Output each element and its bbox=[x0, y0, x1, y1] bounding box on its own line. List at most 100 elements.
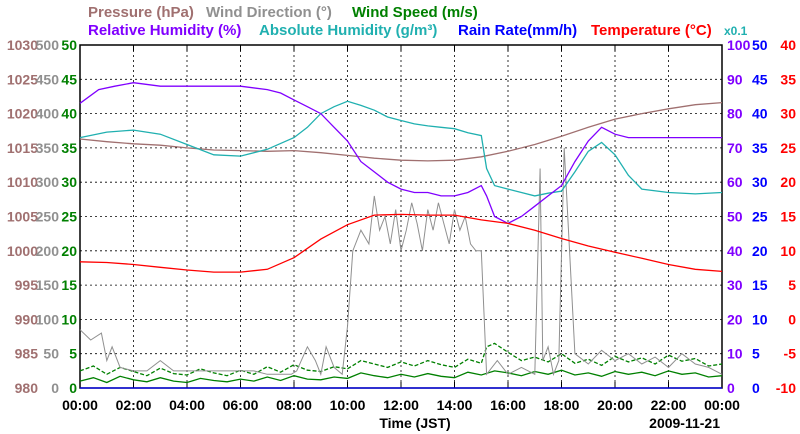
relative-humidity-tick-label: 40 bbox=[727, 243, 743, 259]
temperature-tick-label: 10 bbox=[780, 243, 796, 259]
wind-speed-tick-label: 15 bbox=[61, 277, 77, 293]
pressure-tick-label: 1030 bbox=[7, 37, 38, 53]
relative-humidity-tick-label: 10 bbox=[727, 346, 743, 362]
x-tick-label: 22:00 bbox=[651, 397, 687, 413]
temperature-tick-label: 15 bbox=[780, 209, 796, 225]
temperature-tick-label: 40 bbox=[780, 37, 796, 53]
x-tick-label: 20:00 bbox=[597, 397, 633, 413]
wind-speed-tick-label: 40 bbox=[61, 106, 77, 122]
wind-speed-tick-label: 50 bbox=[61, 37, 77, 53]
pressure-tick-label: 1010 bbox=[7, 174, 38, 190]
wind-speed-tick-label: 35 bbox=[61, 140, 77, 156]
rain-rate-tick-label: 35 bbox=[752, 140, 768, 156]
rain-rate-tick-label: 20 bbox=[752, 243, 768, 259]
pressure-tick-label: 995 bbox=[15, 277, 39, 293]
temperature-tick-label: 0 bbox=[788, 311, 796, 327]
x-tick-label: 00:00 bbox=[62, 397, 98, 413]
relative-humidity-tick-label: 80 bbox=[727, 106, 743, 122]
temperature-tick-label: 30 bbox=[780, 106, 796, 122]
x-tick-label: 06:00 bbox=[223, 397, 259, 413]
legend-entry: Wind Speed (m/s) bbox=[352, 4, 478, 21]
x-tick-label: 12:00 bbox=[383, 397, 419, 413]
relative-humidity-tick-label: 30 bbox=[727, 277, 743, 293]
wind-direction-tick-label: 500 bbox=[36, 37, 60, 53]
x-tick-label: 08:00 bbox=[276, 397, 312, 413]
pressure-tick-label: 1015 bbox=[7, 140, 38, 156]
pressure-tick-label: 1000 bbox=[7, 243, 38, 259]
date-label: 2009-11-21 bbox=[649, 415, 720, 431]
rain-rate-tick-label: 15 bbox=[752, 277, 768, 293]
wind-direction-tick-label: 400 bbox=[36, 106, 60, 122]
wind-direction-tick-label: 350 bbox=[36, 140, 60, 156]
pressure-tick-label: 980 bbox=[15, 380, 39, 396]
wind-direction-tick-label: 50 bbox=[43, 346, 59, 362]
wind-direction-tick-label: 250 bbox=[36, 209, 60, 225]
wind-speed-tick-label: 20 bbox=[61, 243, 77, 259]
relative-humidity-tick-label: 90 bbox=[727, 71, 743, 87]
legend-entry: Pressure (hPa) bbox=[88, 4, 194, 21]
wind-speed-tick-label: 45 bbox=[61, 71, 77, 87]
series-wind-speed-max bbox=[79, 342, 723, 377]
legend-entry: Relative Humidity (%) bbox=[88, 22, 241, 39]
wind-direction-tick-label: 150 bbox=[36, 277, 60, 293]
legend: Pressure (hPa) Wind Direction (°) Wind Spe… bbox=[88, 4, 748, 39]
series-relative-humidity bbox=[79, 82, 722, 225]
temperature-tick-label: 35 bbox=[780, 71, 796, 87]
wind-direction-tick-label: 450 bbox=[36, 71, 60, 87]
wind-direction-tick-label: 300 bbox=[36, 174, 60, 190]
rain-rate-tick-label: 30 bbox=[752, 174, 768, 190]
wind-speed-tick-label: 30 bbox=[61, 174, 77, 190]
pressure-tick-label: 1005 bbox=[7, 209, 38, 225]
rain-rate-tick-label: 50 bbox=[752, 37, 768, 53]
rain-rate-tick-label: 0 bbox=[752, 380, 760, 396]
x-tick-label: 02:00 bbox=[116, 397, 152, 413]
series-pressure bbox=[79, 101, 723, 162]
pressure-tick-label: 1020 bbox=[7, 106, 38, 122]
relative-humidity-tick-label: 50 bbox=[727, 209, 743, 225]
wind-speed-tick-label: 25 bbox=[61, 209, 77, 225]
wind-speed-tick-label: 10 bbox=[61, 311, 77, 327]
grid bbox=[80, 45, 722, 388]
relative-humidity-tick-label: 100 bbox=[727, 37, 751, 53]
rain-rate-tick-label: 10 bbox=[752, 311, 768, 327]
rain-rate-tick-label: 25 bbox=[752, 209, 768, 225]
legend-entry: Temperature (°C) bbox=[591, 22, 712, 39]
wind-direction-tick-label: 0 bbox=[51, 380, 59, 396]
x-tick-label: 00:00 bbox=[704, 397, 740, 413]
x-tick-label: 14:00 bbox=[437, 397, 473, 413]
temperature-tick-label: -5 bbox=[784, 346, 797, 362]
axis-labels: 00:00 02:00 04:00 06:00 08:00 10:00 12:00 14:00… bbox=[7, 37, 796, 431]
series-absolute-humidity bbox=[79, 100, 723, 197]
relative-humidity-tick-label: 70 bbox=[727, 140, 743, 156]
x-tick-label: 10:00 bbox=[330, 397, 366, 413]
wind-direction-tick-label: 100 bbox=[36, 311, 60, 327]
wind-speed-tick-label: 5 bbox=[69, 346, 77, 362]
rain-rate-tick-label: 40 bbox=[752, 106, 768, 122]
wind-speed-tick-label: 0 bbox=[69, 380, 77, 396]
temperature-tick-label: 5 bbox=[788, 277, 796, 293]
legend-entry: Absolute Humidity (g/m³) bbox=[259, 22, 437, 39]
x-tick-label: 04:00 bbox=[169, 397, 205, 413]
relative-humidity-tick-label: 0 bbox=[727, 380, 735, 396]
x-tick-label: 16:00 bbox=[490, 397, 526, 413]
wind-direction-tick-label: 200 bbox=[36, 243, 60, 259]
temperature-tick-label: -10 bbox=[776, 380, 796, 396]
legend-entry: Rain Rate(mm/h) bbox=[458, 22, 577, 39]
temperature-tick-label: 25 bbox=[780, 140, 796, 156]
series-wind-speed bbox=[79, 369, 723, 384]
relative-humidity-tick-label: 60 bbox=[727, 174, 743, 190]
relative-humidity-tick-label: 20 bbox=[727, 311, 743, 327]
pressure-tick-label: 990 bbox=[15, 311, 39, 327]
rain-rate-tick-label: 45 bbox=[752, 71, 768, 87]
legend-entry: Wind Direction (°) bbox=[206, 4, 332, 21]
pressure-tick-label: 1025 bbox=[7, 71, 38, 87]
series-temperature bbox=[79, 213, 723, 273]
x-axis-label: Time (JST) bbox=[379, 415, 450, 431]
series-layer bbox=[79, 82, 723, 389]
temperature-tick-label: 20 bbox=[780, 174, 796, 190]
x-tick-label: 18:00 bbox=[544, 397, 580, 413]
pressure-tick-label: 985 bbox=[15, 346, 39, 362]
rain-rate-tick-label: 5 bbox=[752, 346, 760, 362]
legend-entry: x0.1 bbox=[724, 24, 748, 38]
